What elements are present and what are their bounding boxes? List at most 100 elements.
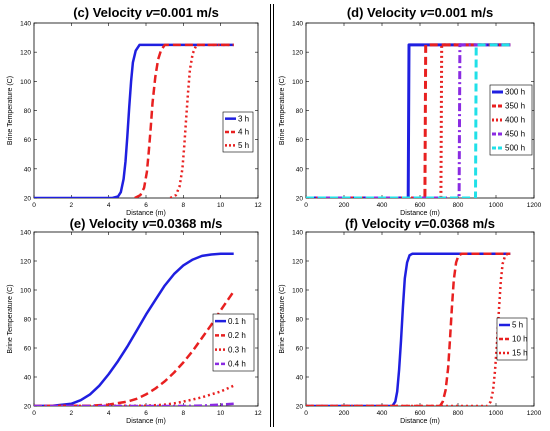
legend-entry: 0.3 h [228,345,246,354]
legend-box [212,313,255,372]
legend-entry: 400 h [505,116,525,125]
y-tick-label: 140 [20,21,31,28]
legend: 5 h 10 h 15 h [496,317,528,361]
x-tick-label: 10 [217,202,225,209]
panel-divider [270,4,274,427]
y-tick-label: 60 [296,137,304,144]
x-tick-label: 0 [32,202,36,209]
legend-entry: 0.1 h [228,317,246,326]
series-line-1 [34,290,235,406]
plot-area [305,231,535,407]
y-tick-label: 140 [292,230,303,237]
legend-entry: 450 h [505,130,525,139]
x-tick-label: 12 [254,202,262,209]
y-axis-label: Brine Temperature (C) [7,76,14,145]
x-axis-label: Distance (m) [126,210,166,217]
x-tick-label: 2 [70,410,74,417]
legend: 0.1 h 0.2 h 0.3 h 0.4 h [212,313,255,372]
series-line-1 [306,252,511,406]
x-tick-label: 1000 [489,202,504,209]
legend-entry: 4 h [238,128,249,137]
chart-panel-f: (f) Velocity v=0.0368 m/s 0 200 400 600 800 10… [279,216,542,425]
x-tick-label: 800 [453,410,464,417]
y-tick-label: 60 [24,346,32,353]
y-tick-label: 60 [24,137,32,144]
chart-title: (f) Velocity v=0.0368 m/s [345,216,495,231]
x-tick-label: 600 [415,202,426,209]
y-tick-label: 40 [296,375,304,382]
y-axis-label: Brine Temperature (C) [279,76,286,145]
legend-entry: 3 h [238,114,249,123]
x-tick-label: 8 [182,202,186,209]
y-axis-label: Brine Temperature (C) [279,284,286,353]
x-tick-label: 12 [254,410,262,417]
y-tick-label: 100 [292,288,303,295]
y-tick-label: 40 [296,166,304,173]
y-tick-label: 80 [24,108,32,115]
x-tick-label: 0 [32,410,36,417]
y-tick-label: 120 [292,259,303,266]
y-tick-label: 60 [296,346,304,353]
legend-entry: 350 h [505,102,525,111]
x-tick-label: 400 [377,202,388,209]
x-tick-label: 4 [107,410,111,417]
y-tick-label: 20 [24,404,32,411]
x-tick-label: 6 [144,202,148,209]
series-line-0 [306,252,511,406]
y-tick-label: 120 [20,50,31,57]
legend-entry: 10 h [512,335,528,344]
series-line-0 [34,252,234,406]
x-tick-label: 6 [144,410,148,417]
series-line-0 [34,43,234,198]
legend-entry: 0.4 h [228,360,246,369]
legend-entry: 300 h [505,88,525,97]
series-line-1 [134,43,234,198]
plot-area [33,22,259,199]
x-tick-label: 1200 [527,410,542,417]
y-tick-label: 40 [24,166,32,173]
x-tick-label: 1200 [527,202,542,209]
chart-title: (d) Velocity v=0.001 m/s [347,5,493,20]
y-tick-label: 20 [296,196,304,203]
y-tick-label: 80 [296,317,304,324]
chart-panel-c: (c) Velocity v=0.001 m/s 0 2 4 6 8 10 12 20 40 60 8… [7,5,262,217]
legend-entry: 500 h [505,144,525,153]
y-tick-label: 80 [24,317,32,324]
x-tick-label: 800 [453,202,464,209]
legend-entry: 5 h [512,321,523,330]
x-tick-label: 4 [107,202,111,209]
series-line-2 [34,384,235,406]
x-tick-label: 200 [339,202,350,209]
x-tick-label: 8 [182,410,186,417]
y-tick-label: 20 [24,196,32,203]
x-axis-label: Distance (m) [400,210,440,217]
x-tick-label: 400 [377,410,388,417]
legend-entry: 15 h [512,349,528,358]
legend-entry: 0.2 h [228,331,246,340]
y-tick-label: 100 [20,288,31,295]
y-tick-label: 120 [292,50,303,57]
x-axis-label: Distance (m) [126,418,166,425]
x-tick-label: 200 [339,410,350,417]
x-tick-label: 0 [304,202,308,209]
x-tick-label: 10 [217,410,225,417]
y-tick-label: 80 [296,108,304,115]
legend: 300 h 350 h 400 h 450 h 500 h [489,84,533,156]
x-tick-label: 2 [70,202,74,209]
x-tick-label: 0 [304,410,308,417]
y-tick-label: 20 [296,404,304,411]
legend-entry: 5 h [238,141,249,150]
y-tick-label: 140 [292,21,303,28]
chart-title: (e) Velocity v=0.0368 m/s [70,216,223,231]
chart-title: (c) Velocity v=0.001 m/s [73,5,219,20]
chart-panel-d: (d) Velocity v=0.001 m/s 0 200 400 600 800 100… [279,5,542,217]
x-tick-label: 1000 [489,410,504,417]
series-line-2 [306,252,511,406]
y-tick-label: 120 [20,259,31,266]
y-tick-label: 100 [20,79,31,86]
x-tick-label: 600 [415,410,426,417]
chart-panel-e: (e) Velocity v=0.0368 m/s 0 2 4 6 8 10 12 20 40 60… [7,216,262,425]
x-axis-label: Distance (m) [400,418,440,425]
y-tick-label: 140 [20,230,31,237]
